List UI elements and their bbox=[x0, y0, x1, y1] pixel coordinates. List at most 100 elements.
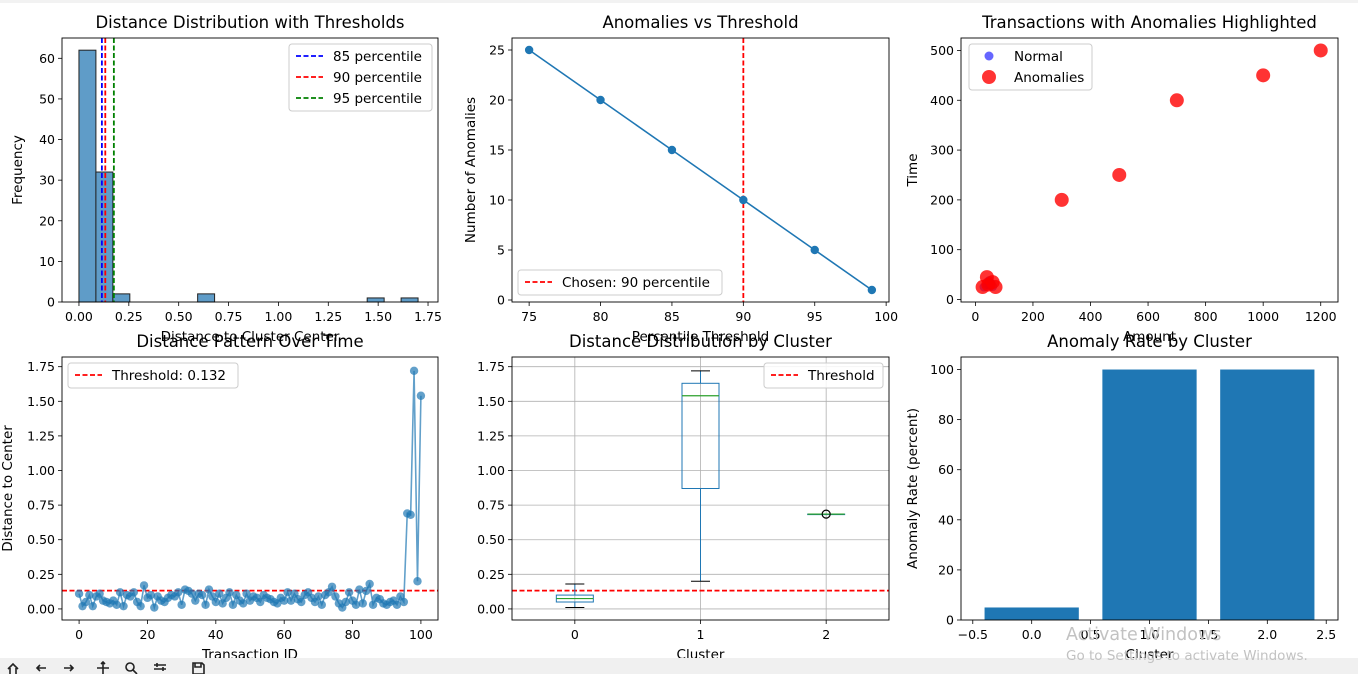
activate-windows-watermark: Activate Windows Go to Settings to activ… bbox=[1066, 624, 1356, 666]
outlier-point bbox=[821, 509, 831, 519]
legend-label: Chosen: 90 percentile bbox=[562, 275, 710, 291]
x-tick-label: 90 bbox=[735, 309, 751, 324]
y-axis-label: Anomaly Rate (percent) bbox=[905, 408, 921, 569]
data-point bbox=[191, 596, 200, 605]
data-point bbox=[204, 585, 214, 594]
pan-icon[interactable] bbox=[96, 661, 110, 674]
x-tick-label: 80 bbox=[593, 309, 609, 324]
legend-label: Threshold: 0.132 bbox=[111, 368, 226, 384]
axes-frame bbox=[511, 356, 890, 621]
x-tick-label: 0.0 bbox=[1022, 627, 1042, 642]
data-point bbox=[225, 588, 234, 597]
y-tick-label: 1.25 bbox=[27, 428, 55, 443]
subplots-icon[interactable] bbox=[153, 661, 167, 674]
x-axis-label: Amount bbox=[1123, 329, 1176, 345]
x-tick-label: 200 bbox=[1021, 309, 1045, 324]
y-tick-label: 1.50 bbox=[27, 394, 55, 409]
x-tick-label: 800 bbox=[1194, 309, 1218, 324]
legend-anomaly-marker bbox=[982, 70, 996, 84]
histogram-bar bbox=[112, 293, 131, 303]
x-tick-label: 0.25 bbox=[115, 309, 143, 324]
chart-title: Transactions with Anomalies Highlighted bbox=[981, 13, 1317, 32]
x-tick-label: 0 bbox=[571, 627, 579, 642]
data-point bbox=[362, 586, 371, 596]
data-point bbox=[667, 145, 677, 155]
x-tick-label: 1.0 bbox=[1140, 627, 1160, 642]
x-tick-label: 2.0 bbox=[1257, 627, 1277, 642]
data-point bbox=[129, 588, 138, 597]
y-tick-label: 0.00 bbox=[27, 601, 55, 616]
legend-label: 85 percentile bbox=[333, 49, 422, 65]
data-point bbox=[327, 582, 337, 591]
distance-line bbox=[78, 370, 422, 611]
data-point bbox=[174, 588, 183, 597]
x-tick-label: 80 bbox=[345, 627, 361, 642]
x-tick-label: 2.5 bbox=[1316, 627, 1336, 642]
data-point bbox=[197, 590, 207, 600]
x-tick-label: 60 bbox=[276, 627, 292, 642]
y-tick-label: 5 bbox=[497, 243, 505, 258]
y-tick-label: 400 bbox=[930, 93, 954, 108]
chart-title: Distance Distribution by Cluster bbox=[569, 332, 832, 351]
data-point bbox=[256, 597, 265, 607]
y-tick-label: 0.50 bbox=[27, 532, 55, 547]
data-point bbox=[368, 600, 378, 609]
anomaly-point bbox=[988, 280, 1003, 295]
save-icon[interactable] bbox=[191, 661, 205, 674]
data-point bbox=[88, 601, 97, 611]
zoom-icon[interactable] bbox=[124, 661, 138, 674]
legend-frame bbox=[968, 43, 1093, 91]
anomaly-count-line bbox=[528, 49, 873, 291]
data-point bbox=[365, 579, 374, 589]
y-tick-label: 40 bbox=[938, 512, 954, 527]
chart-title: Anomalies vs Threshold bbox=[602, 13, 798, 32]
data-point bbox=[74, 589, 84, 598]
data-point bbox=[286, 596, 296, 605]
x-tick-label: 1.25 bbox=[314, 309, 342, 324]
data-point bbox=[119, 601, 128, 611]
home-icon[interactable] bbox=[6, 661, 20, 674]
y-tick-label: 0.25 bbox=[27, 567, 55, 582]
data-point bbox=[867, 285, 877, 295]
y-tick-label: 1.00 bbox=[477, 463, 505, 478]
y-tick-label: 1.50 bbox=[477, 394, 505, 409]
data-point bbox=[283, 588, 292, 597]
anomaly-rate-bar bbox=[984, 607, 1079, 620]
y-tick-label: 0.25 bbox=[477, 567, 505, 582]
data-point bbox=[358, 599, 367, 608]
forward-icon[interactable] bbox=[62, 661, 76, 674]
y-tick-label: 0.75 bbox=[477, 498, 505, 513]
x-axis-label: Percentile Threshold bbox=[632, 329, 769, 345]
back-icon[interactable] bbox=[34, 661, 48, 674]
y-tick-label: 1.75 bbox=[477, 359, 505, 374]
legend-label: 95 percentile bbox=[333, 91, 422, 107]
y-tick-label: 25 bbox=[489, 43, 505, 58]
x-tick-label: 1.50 bbox=[364, 309, 392, 324]
x-tick-label: 100 bbox=[409, 627, 433, 642]
legend-label: Normal bbox=[1014, 49, 1063, 65]
anomaly-point bbox=[1112, 167, 1127, 182]
x-tick-label: −0.5 bbox=[958, 627, 988, 642]
y-tick-label: 30 bbox=[39, 173, 55, 188]
x-tick-label: 75 bbox=[521, 309, 537, 324]
y-tick-label: 50 bbox=[39, 91, 55, 106]
data-point bbox=[406, 510, 415, 519]
anomaly-point bbox=[1054, 192, 1069, 207]
axes-frame bbox=[511, 37, 890, 303]
y-tick-label: 0.50 bbox=[477, 532, 505, 547]
data-point bbox=[136, 601, 145, 611]
x-tick-label: 1.75 bbox=[414, 309, 442, 324]
y-tick-label: 40 bbox=[39, 132, 55, 147]
data-point bbox=[810, 245, 819, 255]
y-axis-label: Distance to Center bbox=[0, 425, 16, 552]
x-tick-label: 400 bbox=[1079, 309, 1103, 324]
data-point bbox=[177, 600, 186, 609]
legend-frame bbox=[288, 43, 433, 112]
data-point bbox=[341, 597, 350, 607]
y-tick-label: 500 bbox=[930, 43, 954, 58]
anomaly-point bbox=[1313, 43, 1328, 58]
x-tick-label: 1.5 bbox=[1198, 627, 1218, 642]
y-tick-label: 0.00 bbox=[477, 601, 505, 616]
data-point bbox=[524, 45, 534, 55]
